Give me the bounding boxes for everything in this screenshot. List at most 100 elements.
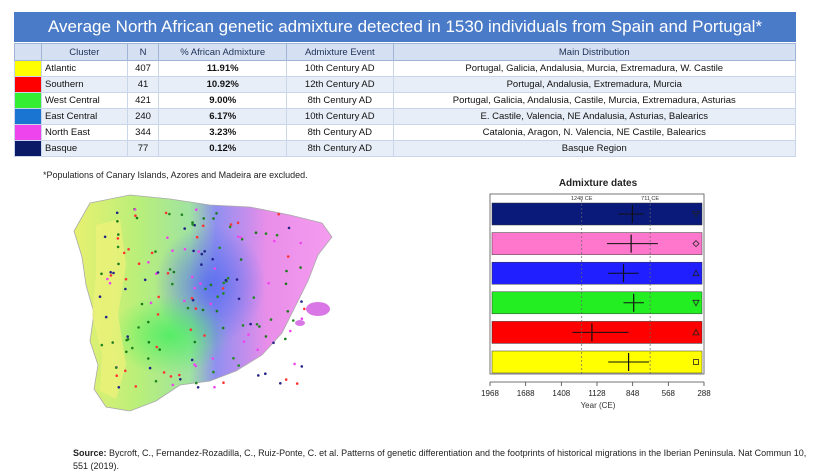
sample-point [286, 310, 290, 313]
series-marker [692, 328, 700, 336]
sample-point [98, 295, 102, 298]
sample-point [285, 269, 288, 273]
sample-point [287, 226, 291, 230]
sample-point [117, 233, 120, 236]
page-title: Average North African genetic admixture … [14, 12, 796, 42]
admixture-event: 8th Century AD [286, 124, 394, 141]
sample-point [212, 370, 215, 374]
african-admixture-pct: 3.23% [158, 124, 288, 141]
footnote: *Populations of Canary Islands, Azores a… [43, 170, 308, 180]
sample-point [143, 278, 147, 282]
sample-point [299, 266, 302, 269]
sample-point [124, 369, 127, 373]
sample-point [162, 371, 166, 374]
sample-point [115, 211, 119, 215]
series-marker [692, 240, 700, 248]
sample-point [157, 295, 160, 299]
cluster-name: Southern [41, 76, 128, 93]
sample-point [273, 239, 276, 243]
african-admixture-pct: 10.92% [158, 76, 288, 93]
sample-point [215, 309, 219, 313]
balearic-islands [306, 302, 330, 316]
main-distribution: E. Castile, Valencia, NE Andalusia, Astu… [392, 108, 797, 125]
admixture-event: 8th Century AD [286, 92, 394, 109]
african-admixture-pct: 0.12% [158, 140, 288, 157]
sample-point [193, 286, 196, 290]
sample-point [149, 301, 153, 305]
sample-point [183, 299, 186, 303]
sample-point [171, 282, 174, 286]
sample-point [279, 382, 282, 385]
main-distribution: Catalonia, Aragon, N. Valencia, NE Casti… [392, 124, 797, 141]
sample-point [191, 223, 194, 226]
sample-point [222, 381, 225, 384]
cluster-color-swatch [14, 124, 42, 141]
sample-point [194, 307, 198, 310]
cluster-name: East Central [41, 108, 128, 125]
admixture-event: 12th Century AD [286, 76, 394, 93]
sample-point [264, 232, 268, 235]
sample-point [300, 317, 304, 320]
sample-point [213, 385, 216, 389]
sample-point [111, 341, 114, 344]
date-band [491, 350, 703, 374]
admixture-event: 10th Century AD [286, 60, 394, 77]
sample-points [98, 207, 306, 389]
table-row: Atlantic 407 11.91% 10th Century AD Portugal… [14, 60, 797, 77]
sample-point [269, 318, 273, 321]
sample-point [180, 213, 184, 216]
sample-point [103, 235, 107, 239]
table-row: West Central 421 9.00% 8th Century AD Portug… [14, 92, 797, 109]
x-tick-label: 1128 [588, 389, 606, 398]
source-text: Bycroft, C., Fernandez-Rozadilla, C., Ru… [73, 448, 807, 471]
sample-point [254, 231, 258, 234]
sample-point [242, 340, 246, 343]
reference-line-label: 1248 CE [571, 196, 593, 202]
sample-point [284, 282, 288, 286]
sample-point [247, 333, 250, 336]
sample-point [229, 223, 233, 226]
series-marker [692, 211, 700, 218]
sample-point [178, 373, 181, 377]
sample-point [115, 374, 118, 377]
sample-point [126, 335, 129, 338]
sample-point [116, 245, 120, 249]
sample-point [125, 350, 128, 354]
sample-point [156, 313, 160, 316]
sample-point [255, 323, 259, 326]
iberia-map [73, 194, 333, 412]
sample-point [171, 383, 175, 387]
sample-point [256, 348, 259, 352]
sample-point [158, 348, 161, 351]
sample-point [195, 381, 198, 385]
source-citation: Source: Bycroft, C., Fernandez-Rozadilla… [73, 447, 813, 473]
sample-point [191, 275, 194, 279]
cluster-name: Atlantic [41, 60, 128, 77]
sample-point [201, 308, 205, 312]
sample-point [300, 365, 304, 368]
sample-point [124, 277, 128, 281]
table-row: East Central 240 6.17% 10th Century AD E. Ca… [14, 108, 797, 125]
header-distribution: Main Distribution [392, 43, 797, 61]
sample-point [154, 250, 157, 253]
sample-point [202, 217, 205, 220]
x-tick-label: 568 [662, 389, 676, 398]
sample-point [117, 386, 121, 389]
sample-point [226, 276, 230, 280]
sample-point [239, 258, 243, 261]
sample-point [131, 346, 134, 350]
west-central-region [110, 295, 230, 375]
sample-point [179, 378, 182, 381]
x-axis-label: Year (CE) [581, 401, 616, 410]
sample-point [222, 281, 226, 285]
sample-point [267, 281, 270, 285]
sample-point [240, 238, 244, 241]
sample-point [235, 278, 239, 281]
x-tick-label: 1968 [481, 389, 499, 398]
sample-point [154, 379, 158, 383]
sample-count: 344 [126, 124, 160, 141]
date-band [491, 291, 703, 315]
sample-point [204, 287, 207, 291]
admixture-event: 8th Century AD [286, 140, 394, 157]
african-admixture-pct: 9.00% [158, 92, 288, 109]
